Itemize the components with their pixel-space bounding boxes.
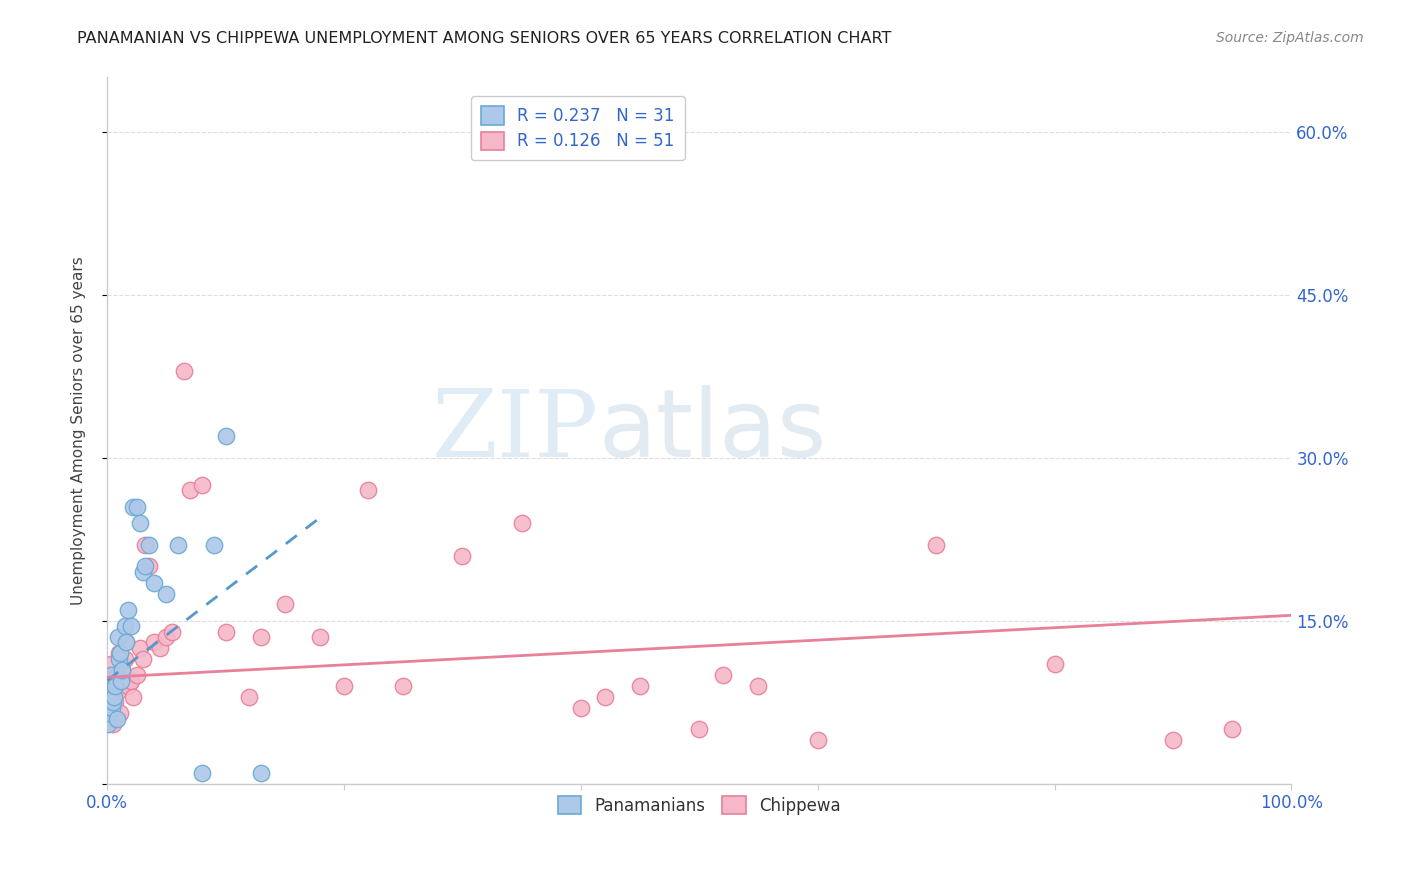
Point xyxy=(309,630,332,644)
Point xyxy=(138,538,160,552)
Point xyxy=(111,663,134,677)
Point xyxy=(191,765,214,780)
Point xyxy=(117,679,139,693)
Point xyxy=(115,635,138,649)
Text: ZIP: ZIP xyxy=(432,385,599,475)
Point xyxy=(120,619,142,633)
Point xyxy=(451,549,474,563)
Point xyxy=(392,679,415,693)
Point xyxy=(628,679,651,693)
Point xyxy=(104,679,127,693)
Point xyxy=(510,516,533,530)
Point xyxy=(100,657,122,672)
Point xyxy=(155,630,177,644)
Point xyxy=(569,700,592,714)
Point xyxy=(114,652,136,666)
Y-axis label: Unemployment Among Seniors over 65 years: Unemployment Among Seniors over 65 years xyxy=(72,256,86,605)
Point xyxy=(107,684,129,698)
Point xyxy=(101,690,124,704)
Text: Source: ZipAtlas.com: Source: ZipAtlas.com xyxy=(1216,31,1364,45)
Point xyxy=(103,712,125,726)
Point xyxy=(104,695,127,709)
Point xyxy=(107,630,129,644)
Point xyxy=(129,516,152,530)
Point xyxy=(214,624,236,639)
Point xyxy=(238,690,260,704)
Point xyxy=(110,673,132,688)
Point xyxy=(250,630,273,644)
Point xyxy=(250,765,273,780)
Point xyxy=(114,619,136,633)
Point xyxy=(1043,657,1066,672)
Point xyxy=(97,679,120,693)
Point xyxy=(131,565,153,579)
Text: PANAMANIAN VS CHIPPEWA UNEMPLOYMENT AMONG SENIORS OVER 65 YEARS CORRELATION CHAR: PANAMANIAN VS CHIPPEWA UNEMPLOYMENT AMON… xyxy=(77,31,891,46)
Point xyxy=(593,690,616,704)
Point xyxy=(115,635,138,649)
Point xyxy=(149,640,172,655)
Point xyxy=(101,695,124,709)
Point xyxy=(110,673,132,688)
Point xyxy=(925,538,948,552)
Text: atlas: atlas xyxy=(599,384,827,476)
Point xyxy=(134,538,156,552)
Point xyxy=(108,646,131,660)
Point xyxy=(173,364,195,378)
Point xyxy=(98,700,121,714)
Point xyxy=(356,483,378,498)
Point xyxy=(138,559,160,574)
Point xyxy=(131,652,153,666)
Point xyxy=(108,652,131,666)
Point xyxy=(134,559,156,574)
Point xyxy=(122,500,145,514)
Point xyxy=(105,712,128,726)
Point xyxy=(129,640,152,655)
Point xyxy=(807,733,830,747)
Point xyxy=(274,598,297,612)
Point xyxy=(143,575,166,590)
Point xyxy=(179,483,201,498)
Point xyxy=(202,538,225,552)
Point xyxy=(167,538,190,552)
Point xyxy=(214,429,236,443)
Point xyxy=(688,723,710,737)
Legend: Panamanians, Chippewa: Panamanians, Chippewa xyxy=(548,786,851,825)
Point xyxy=(117,603,139,617)
Point xyxy=(100,684,122,698)
Point xyxy=(98,706,121,720)
Point xyxy=(120,673,142,688)
Point xyxy=(747,679,769,693)
Point xyxy=(101,700,124,714)
Point xyxy=(103,690,125,704)
Point xyxy=(108,706,131,720)
Point xyxy=(143,635,166,649)
Point xyxy=(97,717,120,731)
Point xyxy=(108,646,131,660)
Point xyxy=(711,668,734,682)
Point xyxy=(191,478,214,492)
Point xyxy=(100,668,122,682)
Point xyxy=(105,668,128,682)
Point xyxy=(333,679,356,693)
Point xyxy=(111,663,134,677)
Point xyxy=(160,624,183,639)
Point xyxy=(125,500,148,514)
Point xyxy=(1161,733,1184,747)
Point xyxy=(122,690,145,704)
Point xyxy=(101,717,124,731)
Point xyxy=(125,668,148,682)
Point xyxy=(1220,723,1243,737)
Point xyxy=(155,586,177,600)
